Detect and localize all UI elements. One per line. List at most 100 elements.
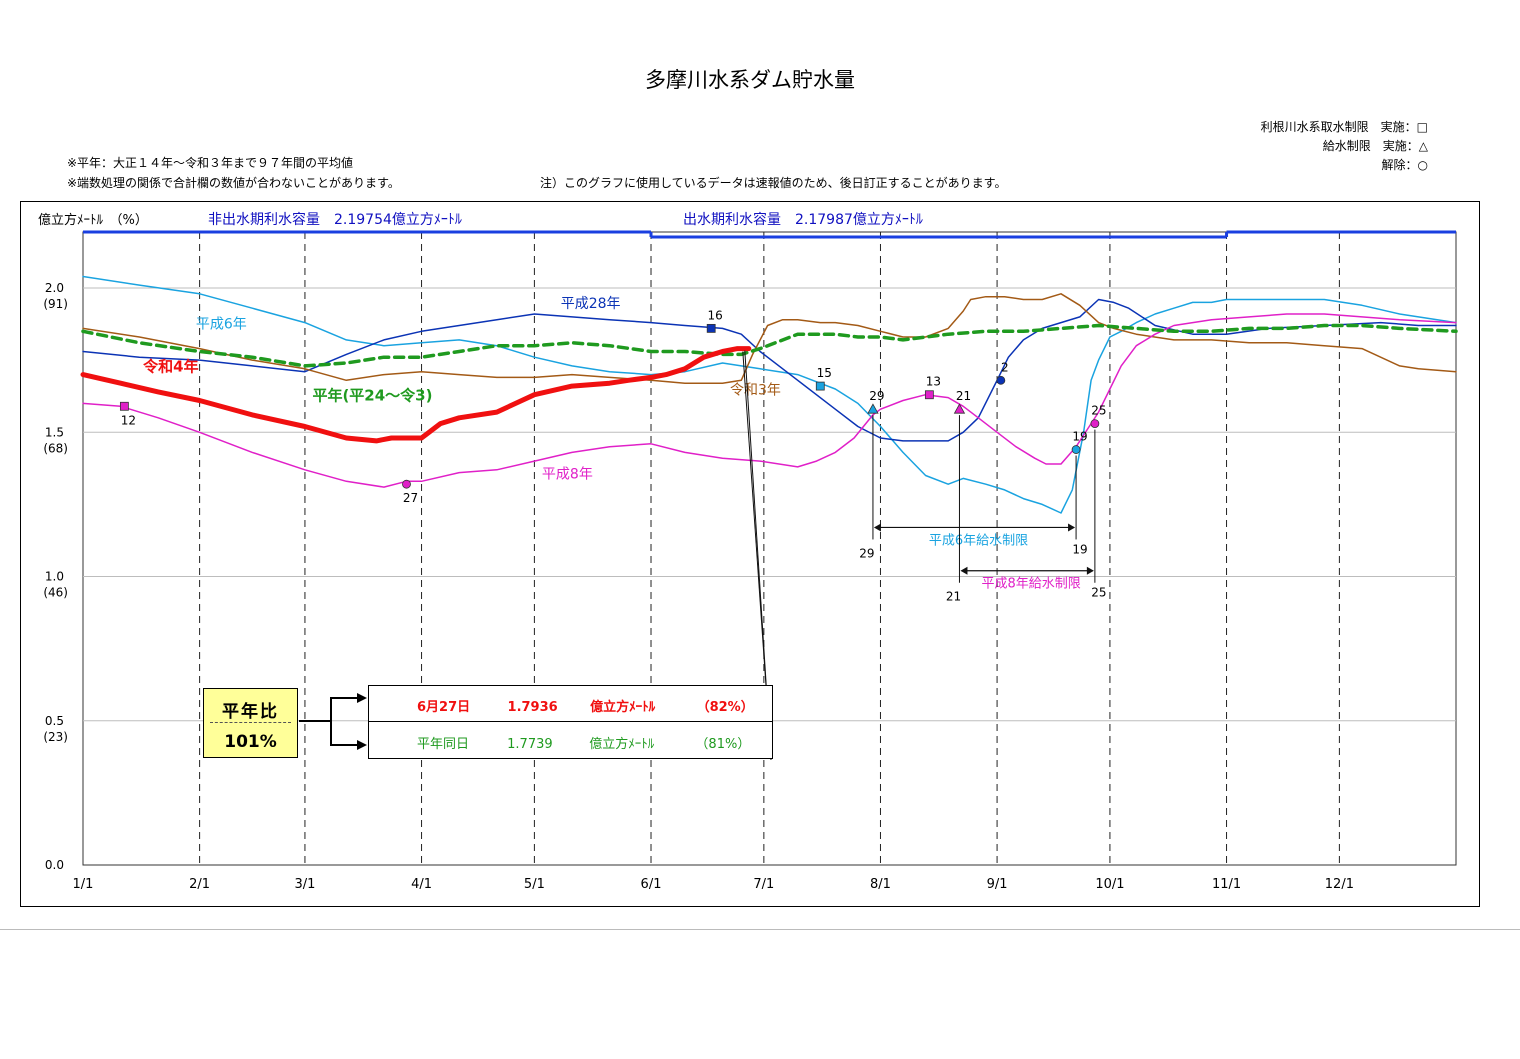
- info-average-pct: （81%）: [695, 737, 751, 752]
- series-line-1: [82, 298, 1457, 442]
- arrowhead: [960, 566, 968, 575]
- marker-label: 13: [926, 375, 941, 389]
- legend-restriction-lifted: 解除：○: [1381, 158, 1428, 172]
- info-average-unit: 億立方ﾒｰﾄﾙ: [589, 737, 655, 752]
- restriction-label-0: 平成6年給水制限: [929, 533, 1028, 548]
- restriction-start-label: 21: [946, 590, 961, 604]
- x-tick-label: 8/1: [870, 877, 891, 892]
- x-tick-label: 3/1: [294, 877, 315, 892]
- info-current-value: 1.7936: [507, 700, 558, 715]
- series-label: 平成6年: [196, 316, 247, 332]
- y-tick-label: 0.5: [45, 714, 64, 728]
- marker-circle: [402, 479, 411, 489]
- info-average-value: 1.7739: [507, 737, 553, 752]
- x-tick-label: 1/1: [73, 877, 94, 892]
- series-line-5: [80, 346, 752, 444]
- info-current-date: 6月27日: [417, 700, 471, 715]
- marker-label: 15: [817, 366, 832, 380]
- chart-frame: [20, 201, 1480, 907]
- x-tick-label: 12/1: [1325, 877, 1354, 892]
- info-box: 6月27日 1.7936 億立方ﾒｰﾄﾙ （82%） 平年同日 1.7739 億…: [368, 685, 773, 759]
- marker-square: [924, 390, 934, 400]
- series-label: 平成8年: [542, 466, 593, 482]
- capacity-label-flood: 出水期利水容量 2.17987億立方ﾒｰﾄﾙ: [683, 211, 923, 228]
- marker-square: [119, 401, 129, 411]
- series-label: 令和4年: [143, 358, 198, 376]
- series-line-2: [82, 293, 1457, 384]
- ratio-box: 平年比 101%: [203, 688, 298, 758]
- restriction-end-label: 19: [1072, 542, 1087, 556]
- marker-label: 29: [869, 389, 884, 403]
- marker-label: 2: [1001, 360, 1009, 374]
- marker-label: 19: [1072, 430, 1087, 444]
- marker-circle: [1090, 419, 1100, 428]
- restriction-layer: 平成6年給水制限 29 19 平成8年給水制限 21 25: [859, 415, 1107, 604]
- y-tick-pct: (68): [43, 441, 68, 455]
- series-label: 令和3年: [730, 383, 781, 399]
- marker-circle: [1071, 445, 1081, 454]
- arrowhead: [357, 740, 367, 750]
- series-label: 平年(平24～令3): [312, 387, 432, 405]
- y-tick-label: 1.0: [45, 570, 64, 584]
- x-tick-label: 2/1: [189, 877, 210, 892]
- marker-label: 21: [956, 389, 971, 403]
- arrowhead: [1068, 523, 1076, 532]
- chart-title: 多摩川水系ダム貯水量: [645, 68, 855, 92]
- info-row-current: 6月27日 1.7936 億立方ﾒｰﾄﾙ （82%）: [417, 696, 754, 715]
- restriction-end-label: 25: [1091, 586, 1106, 600]
- x-tick-label: 10/1: [1095, 877, 1124, 892]
- legend-supply-restriction: 給水制限 実施：△: [1322, 139, 1428, 153]
- arrowhead: [357, 693, 367, 703]
- ratio-arrow: [299, 697, 360, 722]
- x-tick-label: 6/1: [641, 877, 662, 892]
- arrowhead: [1086, 566, 1094, 575]
- note-average: ※平年：大正１４年～令和３年まで９７年間の平均値: [67, 156, 354, 170]
- series-line-4: [81, 323, 1458, 368]
- info-row-average: 平年同日 1.7739 億立方ﾒｰﾄﾙ （81%）: [417, 733, 750, 752]
- x-tick-label: 11/1: [1212, 877, 1241, 892]
- note-preliminary: 注）このグラフに使用しているデータは速報値のため、後日訂正することがあります。: [540, 176, 1007, 190]
- x-tick-label: 9/1: [987, 877, 1008, 892]
- info-average-date: 平年同日: [417, 737, 470, 752]
- marker-triangle: [953, 403, 966, 414]
- y-axis-label: 億立方ﾒｰﾄﾙ （%）: [38, 212, 148, 228]
- y-tick-pct: (23): [43, 730, 68, 744]
- marker-label: 12: [121, 413, 136, 427]
- marker-circle: [996, 375, 1006, 385]
- y-tick-label: 1.5: [45, 425, 64, 439]
- callout-leader: [742, 351, 767, 687]
- legend-tone-restriction: 利根川水系取水制限 実施：□: [1260, 120, 1428, 134]
- marker-square: [815, 381, 825, 391]
- ratio-arrow: [330, 721, 360, 746]
- marker-square: [706, 323, 716, 333]
- marker-triangle: [867, 403, 879, 414]
- info-current-unit: 億立方ﾒｰﾄﾙ: [590, 700, 656, 715]
- x-tick-label: 4/1: [411, 877, 432, 892]
- marker-label: 27: [403, 491, 418, 505]
- capacity-label-nonflood: 非出水期利水容量 2.19754億立方ﾒｰﾄﾙ: [208, 211, 462, 228]
- capacity-layer: 非出水期利水容量 2.19754億立方ﾒｰﾄﾙ 出水期利水容量 2.17987億立…: [83, 211, 1456, 239]
- series-line-3: [82, 313, 1457, 488]
- note-rounding: ※端数処理の関係で合計欄の数値が合わないことがあります。: [67, 176, 400, 190]
- plot-area: [82, 231, 1457, 866]
- y-tick-label: 0.0: [45, 858, 64, 872]
- info-current-pct: （82%）: [696, 700, 754, 715]
- marker-label: 25: [1091, 404, 1106, 418]
- ratio-label: 平年比: [222, 702, 279, 722]
- marker-label: 16: [708, 308, 723, 322]
- restriction-label-1: 平成8年給水制限: [982, 577, 1081, 592]
- ratio-value: 101%: [224, 732, 277, 752]
- series-layer: [80, 275, 1458, 514]
- arrowhead: [873, 523, 881, 532]
- marker-layer: 12 27 16 15 29 13 21 2 19 25: [119, 308, 1107, 505]
- restriction-start-label: 29: [859, 546, 874, 560]
- y-tick-pct: (46): [43, 586, 68, 600]
- x-tick-label: 5/1: [524, 877, 545, 892]
- y-tick-label: 2.0: [45, 281, 64, 295]
- grid-layer: 0.0 0.5 (23) 1.0 (46) 1.5 (68) 2.0 (91) 億立方ﾒｰﾄﾙ （…: [38, 212, 1457, 892]
- x-tick-label: 7/1: [753, 877, 774, 892]
- series-label: 平成28年: [561, 296, 621, 312]
- series-line-0: [82, 275, 1457, 514]
